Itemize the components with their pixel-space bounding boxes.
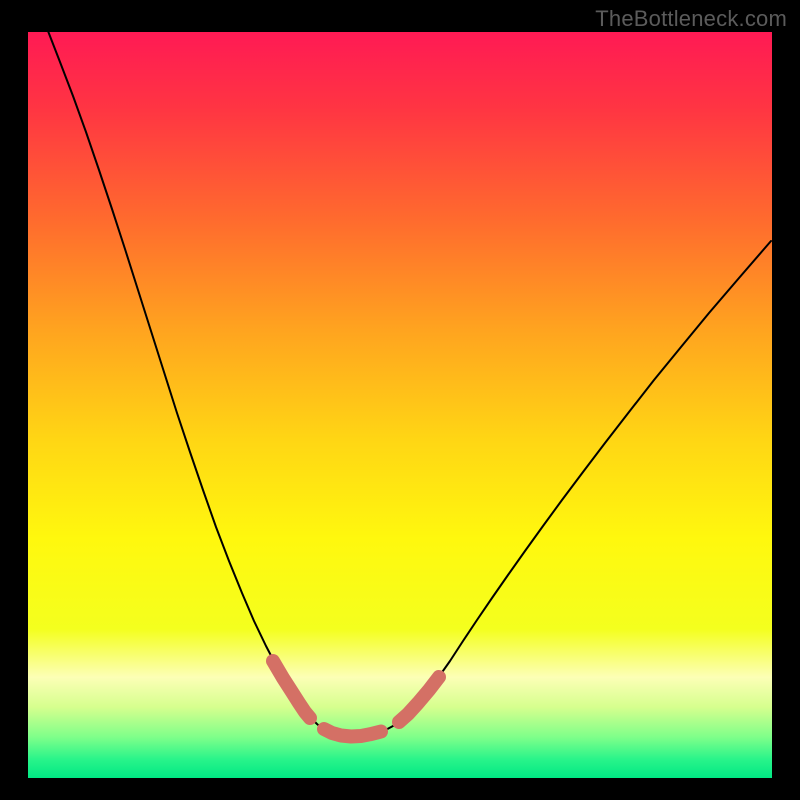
source-watermark: TheBottleneck.com: [595, 6, 787, 32]
highlight-segment-1: [324, 729, 381, 737]
frame: TheBottleneck.com: [0, 0, 800, 800]
gradient-background: [28, 32, 772, 778]
plot-area: [0, 0, 800, 800]
